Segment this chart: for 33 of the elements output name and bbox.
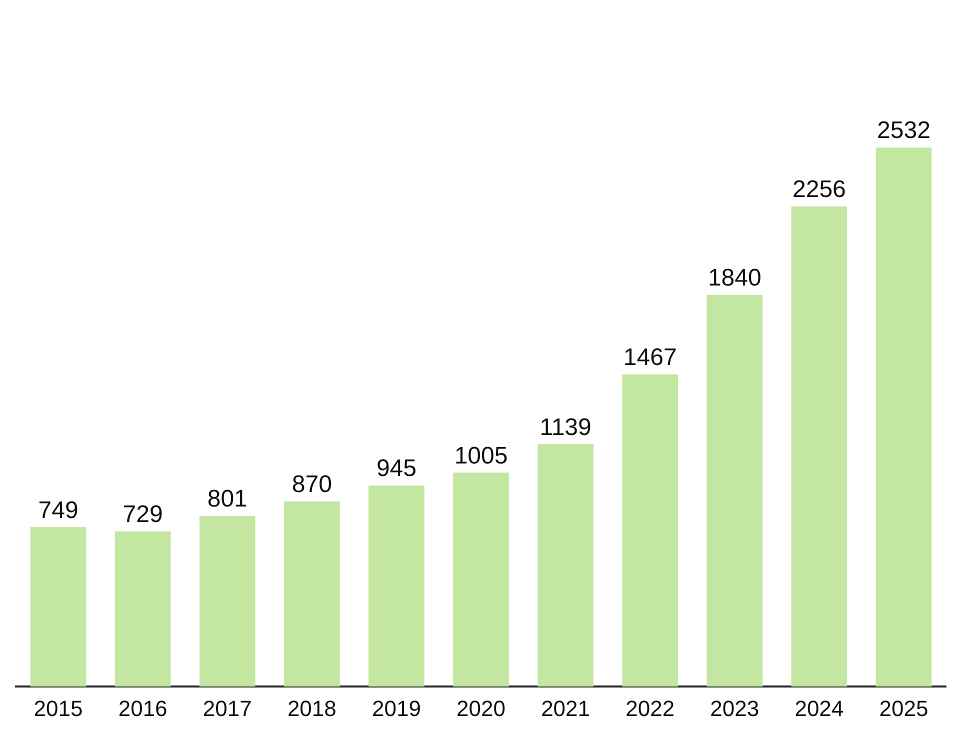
x-tick-label: 2015	[34, 696, 83, 721]
bar	[622, 374, 678, 687]
data-label: 729	[122, 501, 163, 528]
x-tick-label: 2020	[456, 696, 506, 721]
x-tick-label: 2019	[372, 696, 421, 721]
x-tick-label: 2018	[287, 696, 336, 721]
data-label: 801	[207, 486, 248, 513]
bar	[114, 531, 171, 687]
bar	[199, 516, 256, 687]
data-label: 945	[376, 455, 416, 482]
bar	[791, 206, 848, 687]
bar	[30, 527, 86, 687]
x-tick-label: 2025	[879, 696, 928, 721]
x-tick-label: 2023	[710, 696, 760, 721]
bar	[876, 148, 932, 687]
bar	[538, 444, 594, 687]
x-tick-label: 2024	[794, 696, 844, 721]
bar	[284, 501, 340, 687]
bar	[706, 294, 763, 687]
data-label: 1840	[708, 264, 762, 292]
x-tick-label: 2022	[626, 696, 675, 721]
x-tick-label: 2017	[202, 696, 252, 721]
data-label: 2532	[877, 117, 930, 144]
data-label: 749	[38, 496, 78, 524]
x-tick-label: 2021	[541, 696, 590, 721]
data-label: 2256	[792, 176, 846, 203]
data-label: 1005	[454, 442, 508, 470]
x-tick-label: 2016	[118, 696, 168, 721]
bar	[368, 485, 424, 687]
data-label: 1139	[540, 414, 592, 441]
bar	[453, 472, 509, 687]
data-label: 870	[292, 471, 332, 498]
data-label: 1467	[623, 344, 677, 371]
